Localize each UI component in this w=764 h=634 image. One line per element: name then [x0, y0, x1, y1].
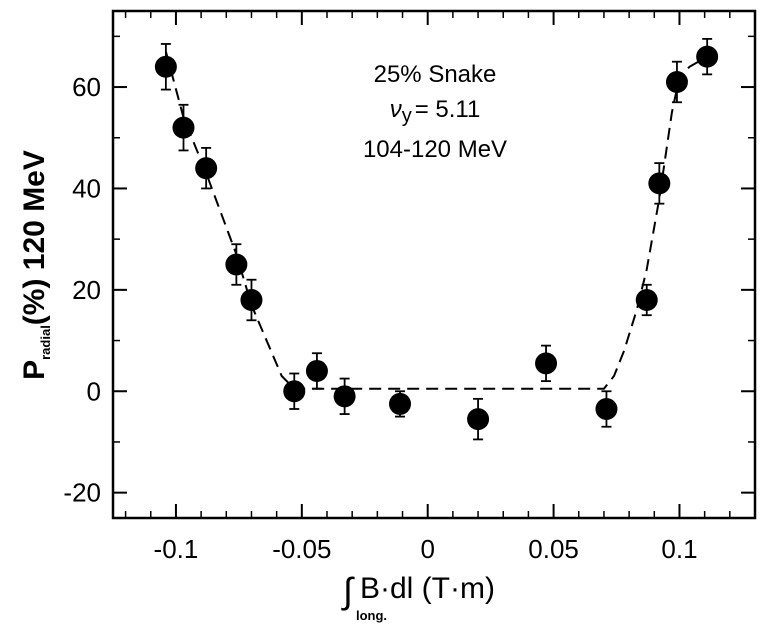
- annotation-block: 25% Snake νy = 5.11 104-120 MeV: [363, 61, 507, 163]
- x-tick-label: 0: [420, 534, 434, 564]
- nu-value: = 5.11: [415, 96, 481, 123]
- y-tick-labels: -20 0 20 40 60: [63, 72, 101, 508]
- data-point: [595, 397, 618, 420]
- data-point: [648, 172, 671, 195]
- x-tick-labels: -0.1 -0.05 0 0.05 0.1: [154, 534, 698, 564]
- data-point: [305, 359, 328, 382]
- data-point: [283, 380, 306, 403]
- annotation-energy: 104-120 MeV: [363, 136, 507, 163]
- data-point: [467, 408, 490, 431]
- x-tick-label: 0.05: [528, 534, 579, 564]
- plot-frame: [111, 9, 757, 520]
- integral-sign: ∫: [341, 570, 355, 611]
- nu-subscript: y: [402, 105, 412, 127]
- data-point: [696, 45, 719, 68]
- x-axis-label: ∫ B·dl (T·m) long.: [341, 570, 495, 623]
- data-point: [195, 157, 218, 180]
- data-point: [389, 392, 412, 415]
- x-tick-label: 0.1: [661, 534, 697, 564]
- data-point: [154, 55, 177, 78]
- x-axis-label-main: B·dl (T·m): [360, 572, 495, 605]
- y-tick-label: 40: [72, 173, 101, 203]
- y-axis-label-sub: radial: [38, 325, 53, 360]
- y-axis-label-rest: (%) 120 MeV: [18, 150, 51, 325]
- data-points: [154, 37, 719, 441]
- y-tick-label: -20: [63, 478, 101, 508]
- y-axis-label: Pradial(%) 120 MeV: [18, 150, 53, 380]
- x-tick-label: -0.1: [154, 534, 199, 564]
- data-point: [225, 253, 248, 276]
- x-axis-label-sub: long.: [356, 608, 387, 623]
- x-tick-label: -0.05: [272, 534, 331, 564]
- y-tick-label: 20: [72, 275, 101, 305]
- data-point: [665, 70, 688, 93]
- y-axis-label-main: P: [18, 360, 51, 380]
- annotation-tune: νy = 5.11: [390, 96, 481, 127]
- data-point: [635, 288, 658, 311]
- data-point: [535, 352, 558, 375]
- y-tick-label: 0: [87, 376, 101, 406]
- y-tick-label: 60: [72, 72, 101, 102]
- data-point: [333, 385, 356, 408]
- axis-ticks: [113, 11, 755, 518]
- nu-symbol: ν: [390, 96, 402, 123]
- annotation-snake: 25% Snake: [374, 61, 497, 88]
- data-point: [172, 116, 195, 139]
- data-point: [240, 288, 263, 311]
